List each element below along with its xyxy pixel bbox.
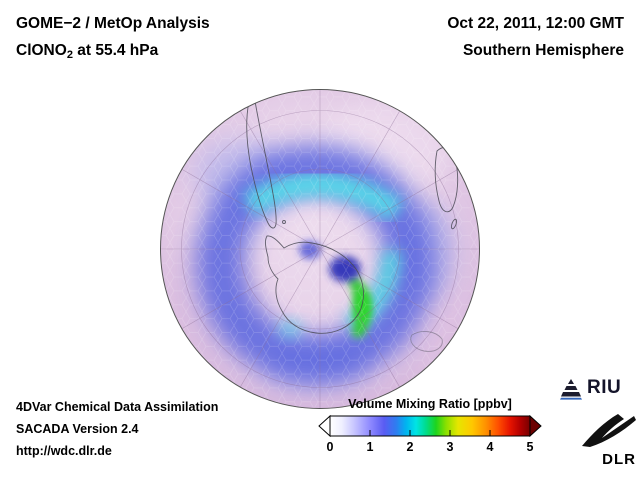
colorbar-left-arrow-icon	[318, 414, 331, 438]
datetime-block: Oct 22, 2011, 12:00 GMT Southern Hemisph…	[447, 10, 624, 64]
url-label: http://wdc.dlr.de	[16, 444, 112, 458]
species-prefix: ClONO	[16, 42, 67, 59]
hemisphere-map	[154, 83, 486, 415]
colorbar	[318, 414, 542, 438]
graticule	[160, 89, 480, 409]
dlr-bird-icon	[582, 414, 636, 447]
riu-triangle-icon	[560, 379, 582, 400]
dlr-logo-text: DLR	[602, 451, 636, 468]
colorbar-tick: 5	[526, 440, 534, 454]
coastline-antarctica	[265, 235, 364, 334]
species-subscript: 2	[66, 49, 73, 61]
species-label: ClONO2 at 55.4 hPa	[16, 37, 210, 69]
colorbar-tick-marks	[329, 430, 531, 436]
colorbar-right-arrow-icon	[529, 414, 542, 438]
coastline-falklands	[282, 220, 286, 224]
colorbar-gradient	[329, 415, 531, 437]
colorbar-tick: 1	[366, 440, 374, 454]
credit-block: 4DVar Chemical Data Assimilation SACADA …	[16, 396, 218, 462]
hemisphere-globe-svg	[160, 89, 480, 409]
coastline-australia	[410, 331, 443, 352]
species-suffix: at 55.4 hPa	[72, 42, 159, 59]
riu-logo: RIU	[558, 376, 621, 400]
data-field	[160, 89, 480, 409]
colorbar-svg	[318, 414, 542, 438]
analysis-title: GOME−2 / MetOp Analysis	[16, 15, 210, 32]
colorbar-title: Volume Mixing Ratio [ppbv]	[348, 397, 512, 411]
version-label: SACADA Version 2.4	[16, 422, 139, 436]
colorbar-tick: 0	[326, 440, 334, 454]
colorbar-tick: 2	[406, 440, 414, 454]
colorbar-tick: 4	[486, 440, 494, 454]
riu-logo-text: RIU	[587, 377, 622, 398]
globe-rim	[160, 89, 480, 409]
coastline-madagascar	[451, 218, 457, 230]
title-block: GOME−2 / MetOp Analysis ClONO2 at 55.4 h…	[16, 10, 210, 69]
colorbar-tick: 3	[446, 440, 454, 454]
colorbar-tick-labels: 0 1 2 3 4 5	[318, 440, 542, 456]
assimilation-label: 4DVar Chemical Data Assimilation	[16, 400, 219, 414]
dlr-logo: DLR	[572, 410, 636, 468]
datetime-label: Oct 22, 2011, 12:00 GMT	[447, 15, 624, 32]
hemisphere-label: Southern Hemisphere	[462, 42, 624, 59]
